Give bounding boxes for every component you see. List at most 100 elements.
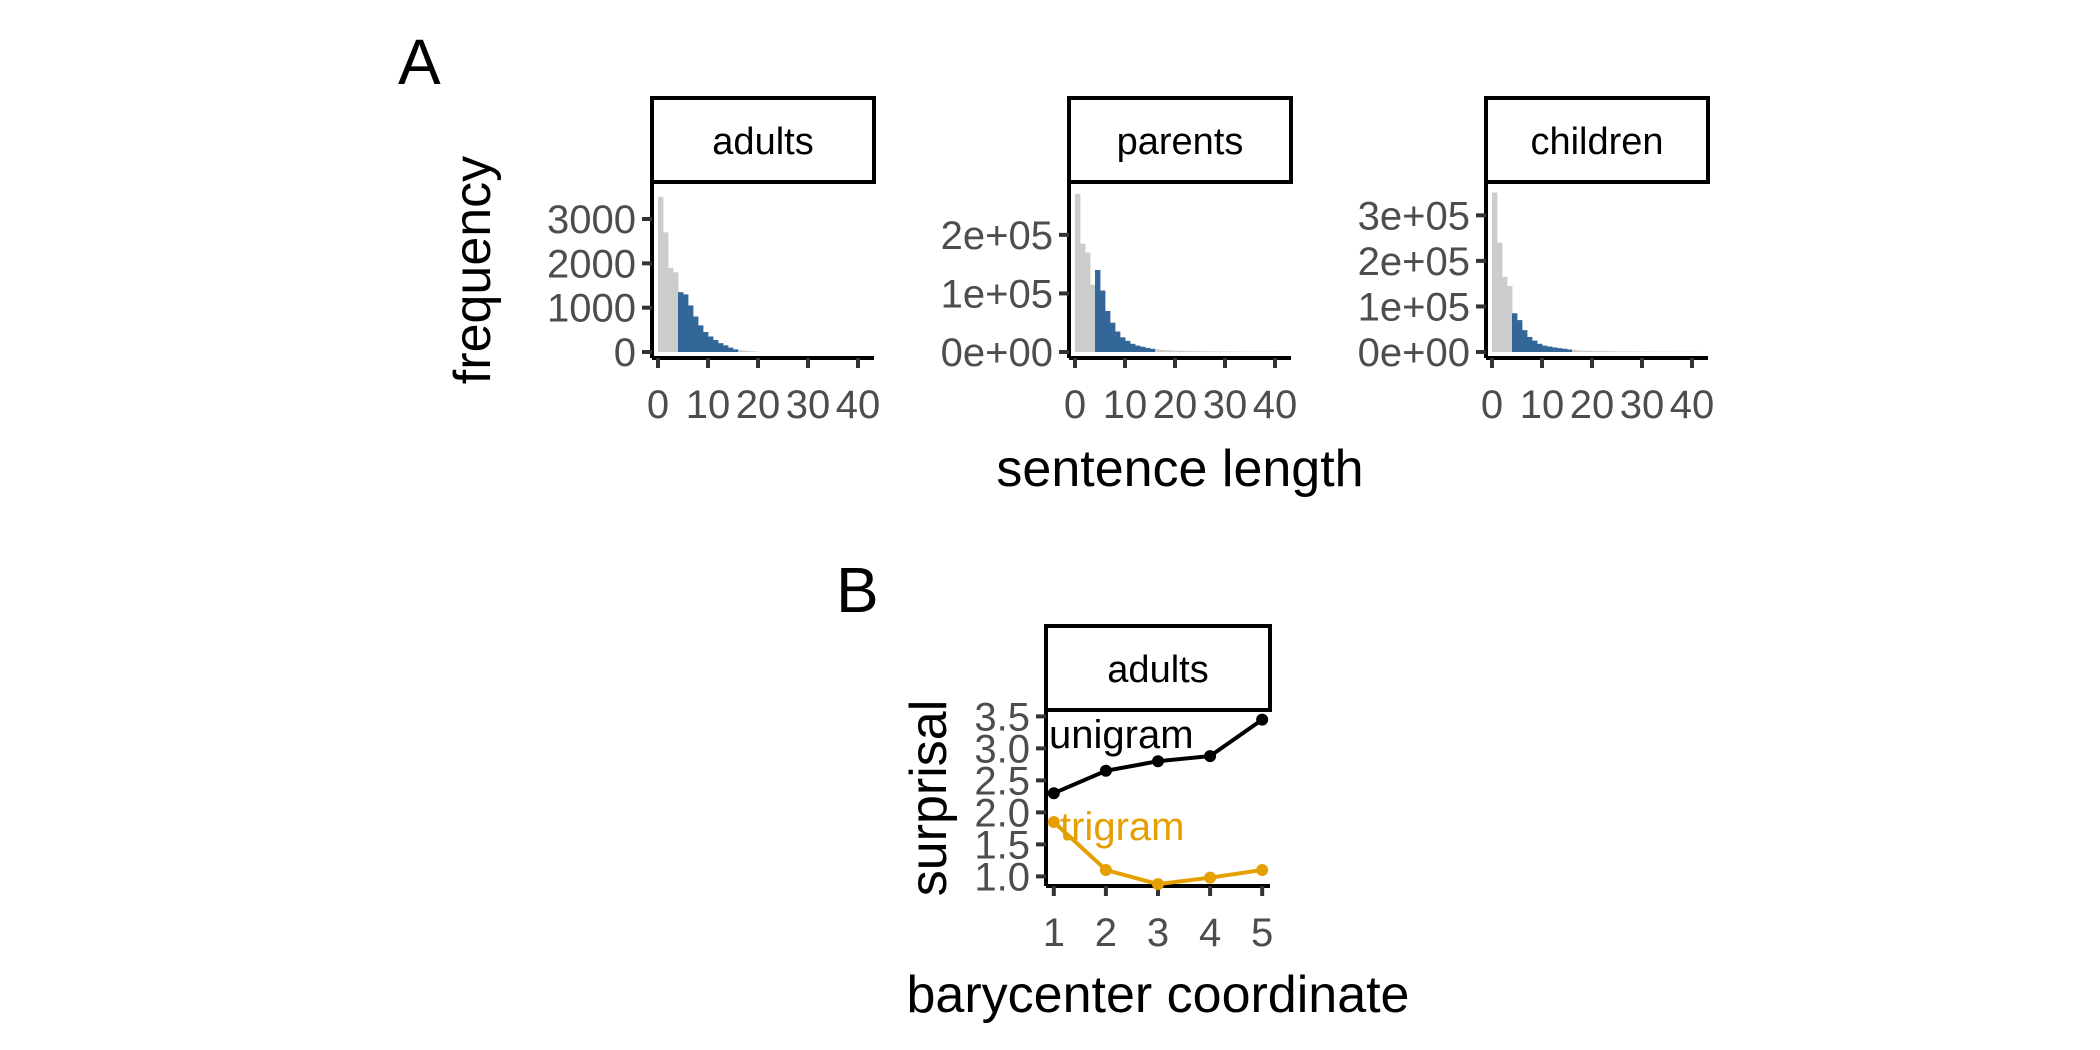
series-trigram <box>1047 816 1269 891</box>
histogram-bar <box>1502 276 1508 352</box>
y-tick-label: 1.5 <box>974 823 1030 867</box>
histogram-bar <box>1597 351 1603 352</box>
histogram-bar <box>1572 349 1578 352</box>
y-axis-title: surprisal <box>900 700 958 897</box>
x-axis-title: sentence length <box>996 440 1363 498</box>
histogram-bar <box>1497 242 1503 352</box>
data-point <box>1204 871 1217 884</box>
facet-strip <box>1067 96 1293 184</box>
histogram-bar <box>1547 346 1553 352</box>
histogram-bar <box>1175 350 1181 352</box>
histogram-bar <box>1532 340 1538 352</box>
data-point <box>1256 713 1269 726</box>
y-tick-label: 3.5 <box>974 695 1030 739</box>
histogram-bar <box>698 325 704 352</box>
data-point <box>1152 755 1164 768</box>
histogram-bar <box>668 267 674 352</box>
histogram-bar <box>1215 351 1221 352</box>
histogram-bar <box>713 340 719 352</box>
data-point <box>1047 816 1060 828</box>
histogram-bar <box>1155 349 1161 352</box>
histogram-bar <box>1552 347 1558 352</box>
histogram-bar <box>1150 348 1156 352</box>
x-tick-label: 20 <box>736 383 781 427</box>
series-label-unigram: unigram <box>1049 713 1194 757</box>
histogram-bar <box>748 351 754 352</box>
histogram-bar <box>1180 350 1186 352</box>
histogram-bar <box>733 349 739 352</box>
histogram-bar <box>1557 348 1563 352</box>
x-tick-label: 0 <box>1481 383 1503 427</box>
y-tick-label: 0e+00 <box>941 331 1053 375</box>
histogram-bar <box>708 336 714 352</box>
series-unigram <box>1047 713 1269 800</box>
histogram-bar <box>723 345 729 352</box>
histogram-bar <box>1517 320 1523 352</box>
panel-b-letter: B <box>836 554 879 626</box>
histogram-bar <box>1567 349 1573 352</box>
y-tick-label: 1e+05 <box>941 272 1053 316</box>
panel-a-letter: A <box>398 26 441 98</box>
facet-strip-label: adults <box>1107 649 1208 691</box>
facet-parents: parents 0e+00 1e+05 2e+05 0 10 20 30 40 <box>941 96 1297 427</box>
x-tick-label: 20 <box>1153 383 1198 427</box>
facet-strip-label: parents <box>1117 121 1244 163</box>
data-point <box>1047 787 1060 800</box>
y-tick-label: 2.5 <box>974 759 1030 803</box>
histogram-bar <box>1145 347 1151 352</box>
histogram-bar <box>1170 350 1176 352</box>
histogram-bar <box>728 347 734 352</box>
y-tick-label: 2e+05 <box>941 214 1053 258</box>
x-tick-label: 0 <box>1064 383 1086 427</box>
x-tick-label: 30 <box>1203 383 1248 427</box>
y-tick-label: 2.0 <box>974 791 1030 835</box>
histogram-bar <box>1100 290 1106 352</box>
histogram-bar <box>743 350 749 352</box>
histogram-bar <box>1195 351 1201 352</box>
x-tick-label: 10 <box>1520 383 1565 427</box>
histogram-bar <box>663 232 669 352</box>
histogram-bar <box>688 305 694 352</box>
histogram-bar <box>738 350 744 352</box>
histogram-bar <box>1205 351 1211 352</box>
histogram-bar <box>1492 192 1498 352</box>
histogram-bar <box>1562 348 1568 352</box>
histogram-bar <box>1090 284 1096 352</box>
x-tick-label: 2 <box>1095 911 1117 955</box>
histogram-bar <box>1200 351 1206 352</box>
x-tick-label: 4 <box>1199 911 1221 955</box>
data-point <box>1152 878 1164 891</box>
histogram-bar <box>1085 252 1091 352</box>
x-tick-label: 20 <box>1570 383 1615 427</box>
histogram-bar <box>1210 351 1216 352</box>
histogram-bar <box>1592 351 1598 352</box>
histogram-bar <box>1185 350 1191 352</box>
histogram-bar <box>1160 349 1166 352</box>
facet-strip <box>1484 96 1710 184</box>
histogram-bar <box>718 343 724 352</box>
data-point <box>1099 864 1112 876</box>
histogram-bar <box>1617 351 1623 352</box>
data-point <box>1204 750 1217 763</box>
histogram-bar <box>1130 343 1136 352</box>
y-tick-label: 3000 <box>547 198 636 242</box>
histogram-bar <box>1105 311 1111 352</box>
facet-strip-label: adults <box>712 121 813 163</box>
histogram-bar <box>1165 350 1171 352</box>
facet-strip <box>650 96 876 184</box>
histogram-bar <box>1512 313 1518 352</box>
x-tick-label: 40 <box>1670 383 1715 427</box>
x-tick-label: 5 <box>1251 911 1273 955</box>
histogram-bar <box>1135 345 1141 352</box>
x-tick-label: 10 <box>686 383 731 427</box>
histogram-bar <box>1607 351 1613 352</box>
series-label-trigram: trigram <box>1060 805 1184 849</box>
histogram-bar <box>658 196 664 352</box>
data-point <box>1256 864 1269 876</box>
histogram-bar <box>1602 351 1608 352</box>
histogram-bar <box>1612 351 1618 352</box>
x-axis-title: barycenter coordinate <box>907 966 1410 1024</box>
